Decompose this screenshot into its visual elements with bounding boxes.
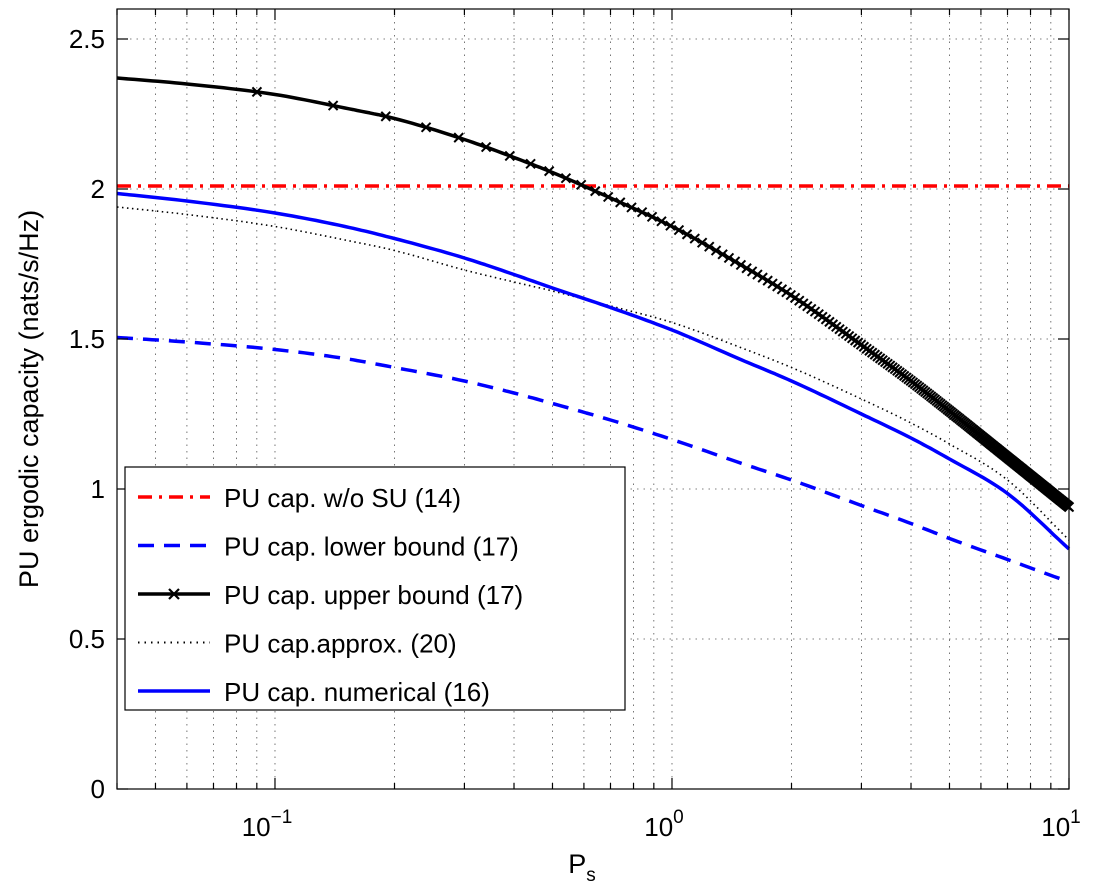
ticks: 00.511.522.510−1 100 101	[69, 9, 1081, 842]
x-tick-base: 10	[1041, 812, 1070, 842]
legend: PU cap. w/o SU (14) PU cap. lower bound (…	[124, 466, 626, 711]
y-tick-label: 1.5	[69, 324, 105, 354]
series-marker	[626, 202, 637, 213]
series-marker	[525, 158, 536, 170]
series-2	[116, 335, 1070, 584]
series-3	[116, 76, 1075, 513]
x-tick-base: 10	[242, 812, 271, 842]
y-tick-label: 0	[91, 774, 105, 804]
series-layer	[116, 76, 1075, 584]
x-tick-exponent: −1	[271, 807, 293, 828]
x-tick-label: 10−1	[242, 807, 293, 842]
series-marker	[741, 263, 752, 274]
series-marker	[168, 588, 180, 600]
series-marker	[757, 272, 768, 283]
series-marker	[735, 259, 747, 271]
series-marker	[673, 224, 685, 236]
x-tick-exponent: 1	[1070, 807, 1081, 828]
series-marker	[710, 245, 722, 256]
series-line	[116, 191, 1071, 551]
x-tick-exponent: 0	[673, 807, 684, 828]
legend-label-3: PU cap. upper bound (17)	[224, 580, 523, 610]
series-5	[116, 191, 1071, 551]
series-marker	[656, 216, 667, 227]
series-marker	[746, 266, 758, 277]
series-marker	[327, 100, 339, 111]
series-marker	[575, 179, 587, 191]
series-marker	[589, 185, 601, 197]
series-marker	[704, 241, 715, 252]
y-tick-label: 2	[91, 174, 105, 204]
y-tick-label: 1	[91, 474, 105, 504]
plot-frame	[116, 8, 1070, 790]
series-marker	[767, 278, 778, 289]
series-marker	[665, 220, 676, 231]
series-marker	[752, 269, 763, 280]
series-marker	[480, 141, 492, 153]
series-marker	[420, 122, 432, 133]
legend-label-2: PU cap. lower bound (17)	[224, 532, 519, 562]
legend-label-4: PU cap.approx. (20)	[224, 629, 457, 659]
series-marker	[689, 233, 700, 244]
series-marker	[717, 249, 728, 260]
series-marker	[762, 275, 773, 286]
x-axis-label: Ps	[568, 849, 596, 886]
series-marker	[453, 132, 464, 143]
series-marker	[251, 86, 263, 98]
series-marker	[602, 191, 614, 203]
series-marker	[504, 150, 516, 162]
y-tick-label: 2.5	[69, 24, 105, 54]
series-marker	[681, 229, 693, 240]
x-tick-label: 101	[1041, 807, 1081, 842]
series-marker	[646, 211, 658, 222]
y-tick-label: 0.5	[69, 624, 105, 654]
series-marker	[560, 172, 572, 184]
legend-label-5: PU cap. numerical (16)	[224, 677, 490, 707]
series-marker	[636, 206, 648, 218]
legend-label-1: PU cap. w/o SU (14)	[224, 483, 461, 513]
series-marker	[723, 252, 735, 264]
series-marker	[729, 256, 741, 267]
series-marker	[543, 165, 555, 177]
y-axis-label: PU ergodic capacity (nats/s/Hz)	[14, 210, 44, 588]
x-tick-label: 100	[644, 807, 684, 842]
x-tick-base: 10	[644, 812, 673, 842]
series-marker	[615, 197, 626, 208]
series-marker	[772, 281, 783, 292]
series-marker	[696, 237, 708, 248]
series-line	[116, 335, 1070, 584]
legend-box	[124, 466, 626, 711]
series-marker	[380, 111, 391, 122]
